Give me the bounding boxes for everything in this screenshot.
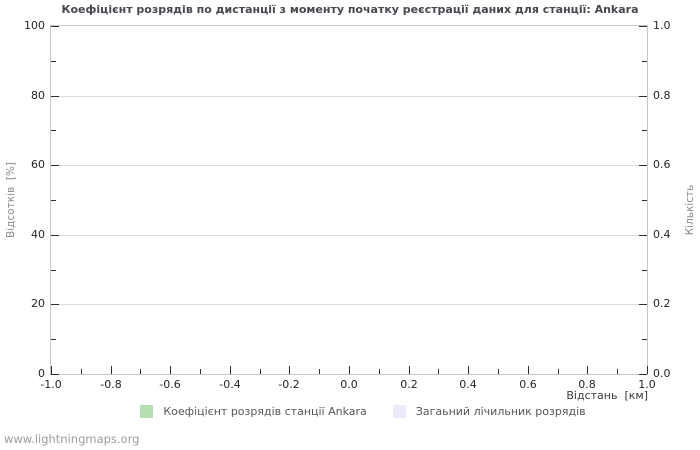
x-tick-label: -0.8: [100, 378, 122, 391]
legend: Коефіцієнт розрядів станції Ankara Загаьн…: [13, 405, 700, 418]
x-tick-label: 0.0: [340, 378, 358, 391]
y-left-minor-tick: [51, 200, 56, 201]
y-right-tick-label: 0.6: [653, 158, 671, 171]
y-left-major-tick: [51, 304, 59, 305]
x-minor-tick: [200, 369, 201, 374]
legend-swatch: [140, 405, 154, 418]
y-left-minor-tick: [51, 130, 56, 131]
x-tick-label: -0.6: [159, 378, 181, 391]
x-tick-label: 0.2: [400, 378, 418, 391]
x-tick-label: 0.8: [578, 378, 596, 391]
y-left-minor-tick: [51, 339, 56, 340]
y-left-major-tick: [51, 96, 59, 97]
y-right-major-tick: [639, 304, 647, 305]
y-right-major-tick: [639, 374, 647, 375]
y-right-minor-tick: [642, 200, 647, 201]
x-minor-tick: [498, 369, 499, 374]
x-minor-tick: [260, 369, 261, 374]
y-right-tick-label: 0.2: [653, 297, 671, 310]
legend-item: Коефіцієнт розрядів станції Ankara: [140, 405, 367, 418]
y-left-tick-label: 100: [24, 19, 45, 32]
legend-item: Загаьний лічильник розрядів: [392, 405, 586, 418]
y-left-tick-label: 0: [38, 367, 45, 380]
y-right-minor-tick: [642, 270, 647, 271]
y-left-minor-tick: [51, 61, 56, 62]
y-left-major-tick: [51, 165, 59, 166]
y-left-tick-label: 80: [31, 89, 45, 102]
x-minor-tick: [438, 369, 439, 374]
x-minor-tick: [617, 369, 618, 374]
x-tick-label: 0.6: [519, 378, 537, 391]
y-left-major-tick: [51, 374, 59, 375]
x-major-tick: [468, 366, 469, 374]
x-major-tick: [528, 366, 529, 374]
x-major-tick: [230, 366, 231, 374]
y-left-minor-tick: [51, 270, 56, 271]
x-major-tick: [647, 366, 648, 374]
h-gridline: [51, 165, 647, 166]
y-left-tick-label: 40: [31, 228, 45, 241]
right-axis-title: Кількість: [684, 184, 696, 236]
h-gridline: [51, 304, 647, 305]
legend-swatch: [392, 405, 406, 418]
x-minor-tick: [379, 369, 380, 374]
x-tick-label: -0.4: [219, 378, 241, 391]
y-right-major-tick: [639, 96, 647, 97]
x-major-tick: [289, 366, 290, 374]
legend-label: Загаьний лічильник розрядів: [415, 405, 586, 418]
x-major-tick: [111, 366, 112, 374]
legend-label: Коефіцієнт розрядів станції Ankara: [163, 405, 367, 418]
y-right-tick-label: 0.4: [653, 228, 671, 241]
x-axis-title: Відстань [км]: [566, 389, 648, 402]
x-tick-label: -0.2: [278, 378, 300, 391]
plot-area: [50, 25, 648, 375]
x-minor-tick: [81, 369, 82, 374]
x-tick-label: 0.4: [459, 378, 477, 391]
chart-title: Коефіцієнт розрядів по дистанції з момен…: [61, 3, 639, 16]
y-right-tick-label: 0.0: [653, 367, 671, 380]
left-axis-title: Відсотків [%]: [5, 162, 17, 238]
h-gridline: [51, 235, 647, 236]
x-major-tick: [349, 366, 350, 374]
y-right-major-tick: [639, 26, 647, 27]
x-major-tick: [587, 366, 588, 374]
y-right-minor-tick: [642, 61, 647, 62]
x-major-tick: [409, 366, 410, 374]
y-left-major-tick: [51, 235, 59, 236]
x-minor-tick: [558, 369, 559, 374]
y-right-tick-label: 0.8: [653, 89, 671, 102]
y-right-major-tick: [639, 165, 647, 166]
y-right-major-tick: [639, 235, 647, 236]
x-tick-label: 1.0: [638, 378, 656, 391]
x-minor-tick: [319, 369, 320, 374]
watermark: www.lightningmaps.org: [4, 432, 140, 446]
x-major-tick: [170, 366, 171, 374]
y-left-major-tick: [51, 26, 59, 27]
y-left-tick-label: 60: [31, 158, 45, 171]
x-minor-tick: [140, 369, 141, 374]
h-gridline: [51, 96, 647, 97]
y-right-tick-label: 1.0: [653, 19, 671, 32]
y-left-tick-label: 20: [31, 297, 45, 310]
y-right-minor-tick: [642, 339, 647, 340]
x-tick-label: -1.0: [40, 378, 62, 391]
x-major-tick: [51, 366, 52, 374]
y-right-minor-tick: [642, 130, 647, 131]
